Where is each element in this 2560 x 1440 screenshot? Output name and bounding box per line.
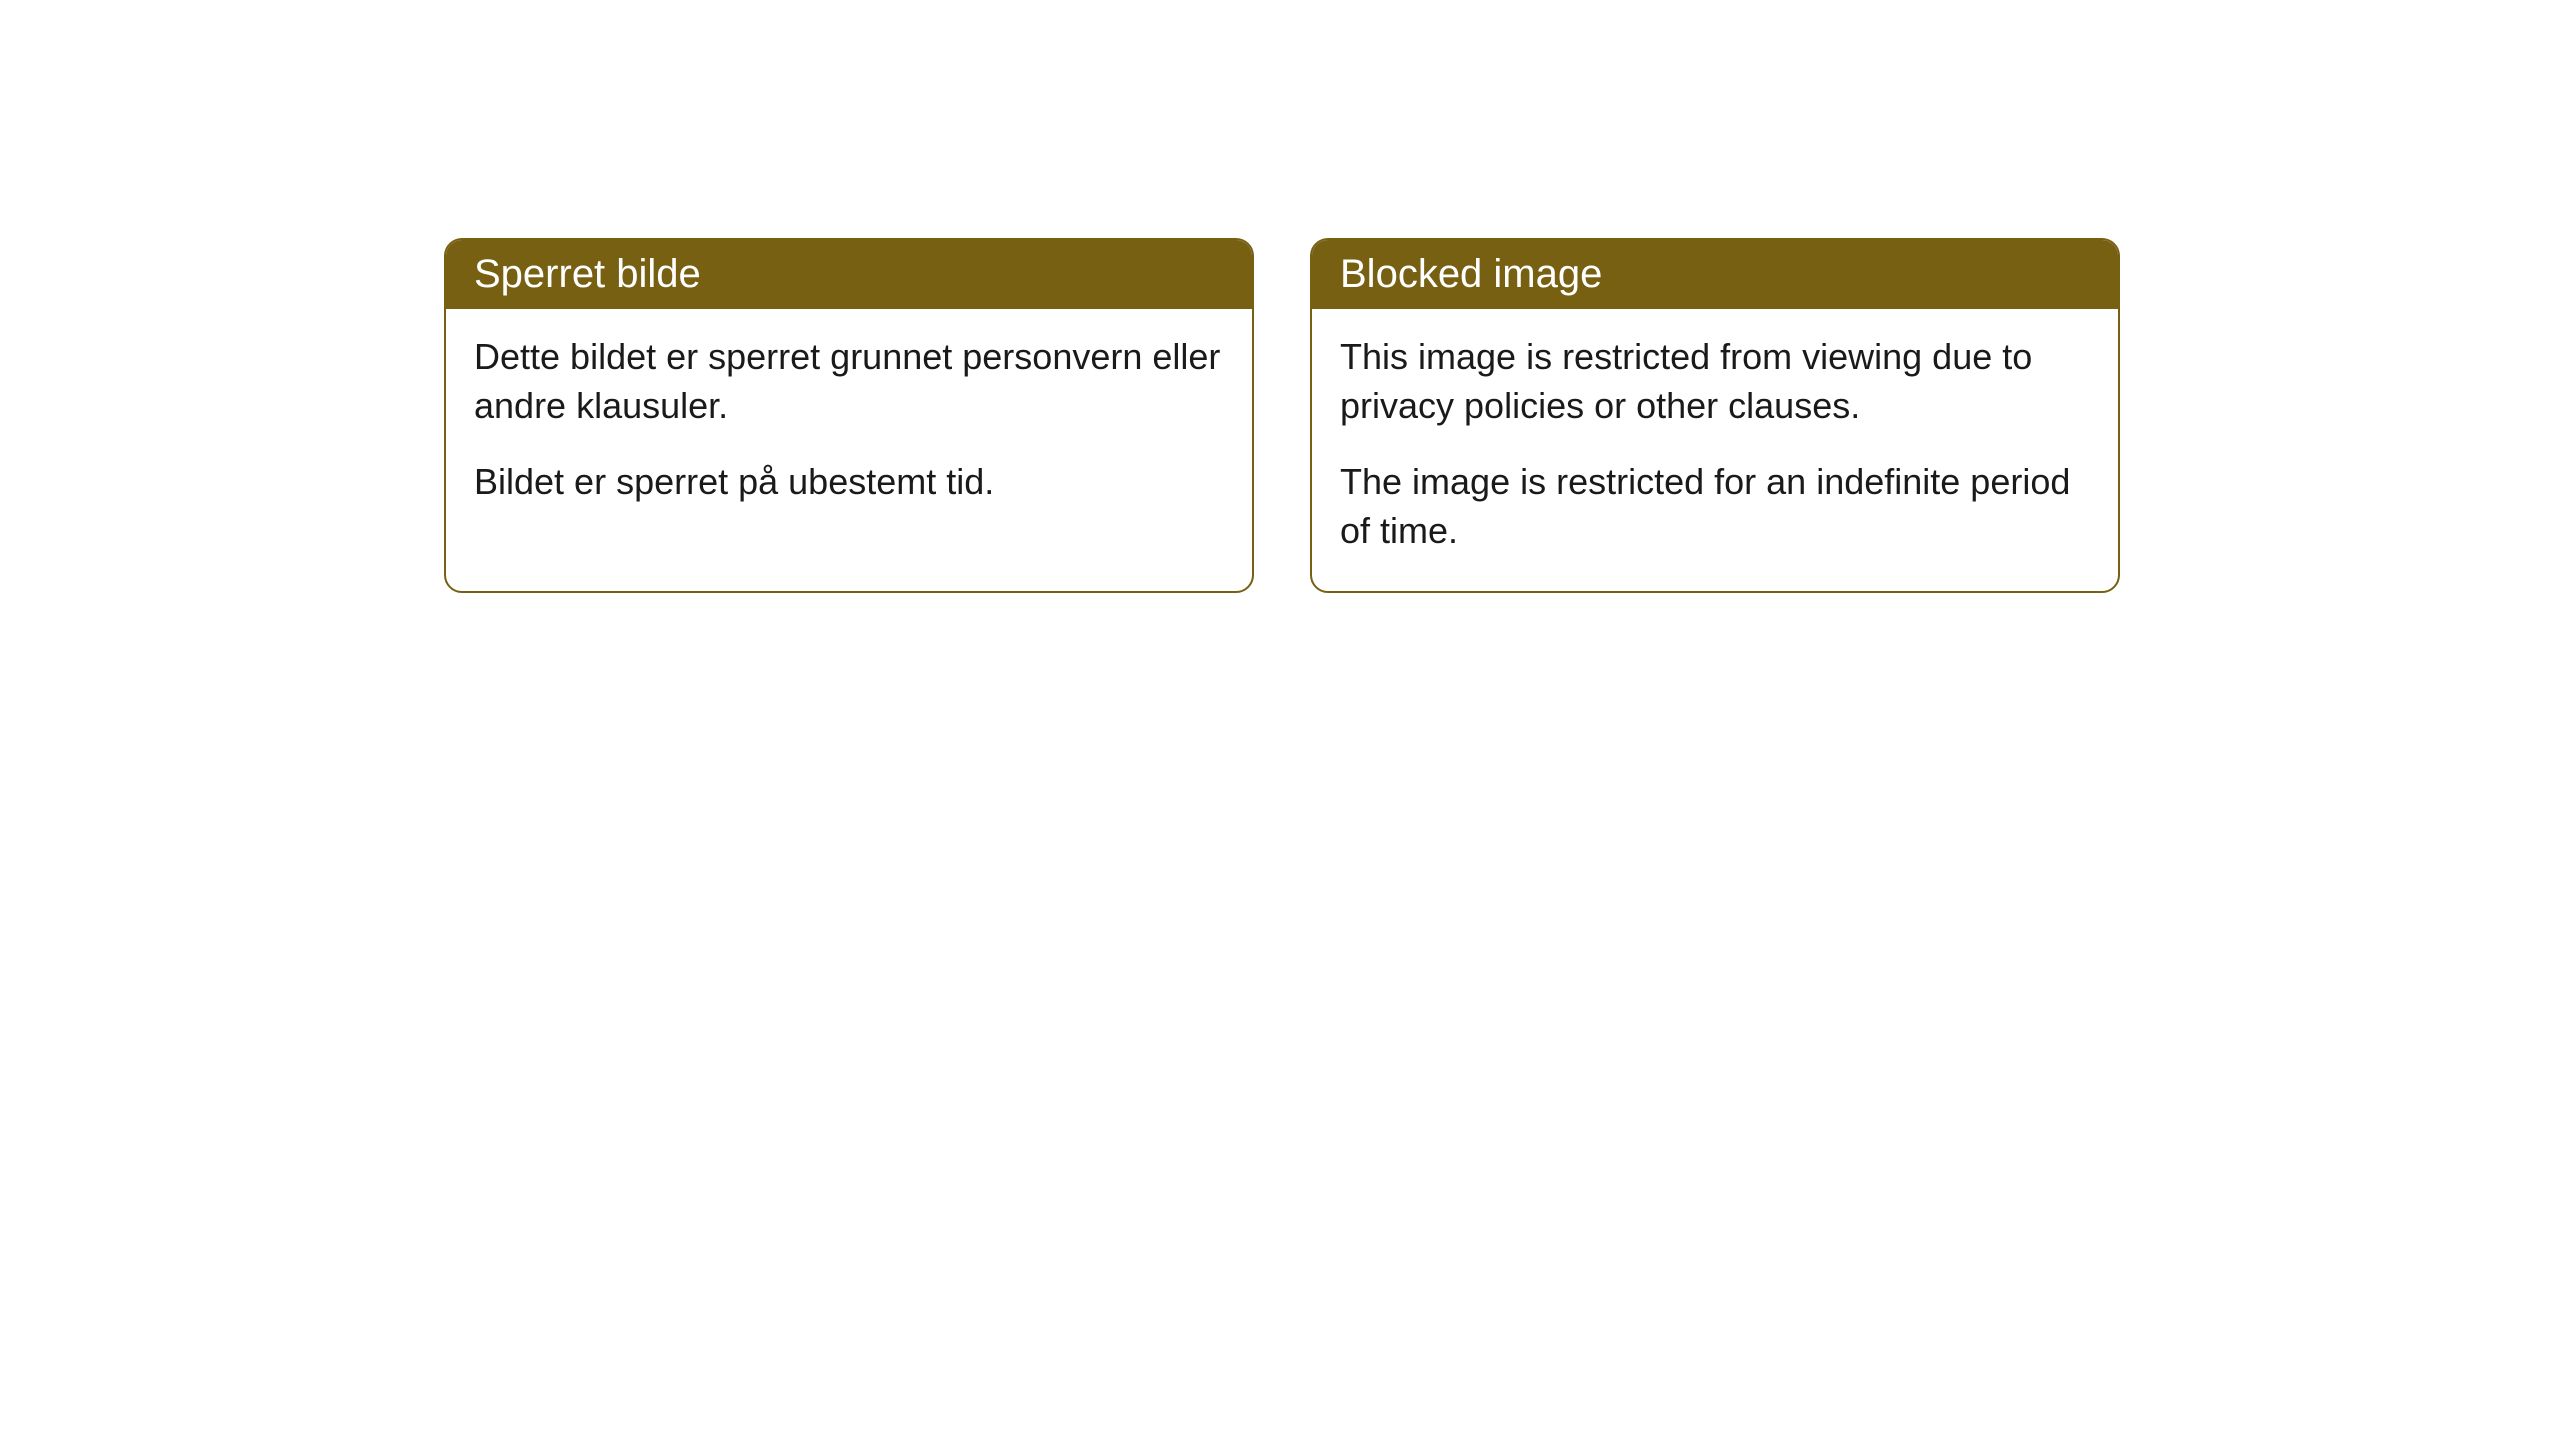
card-header-norwegian: Sperret bilde (446, 240, 1252, 309)
card-paragraph: This image is restricted from viewing du… (1340, 333, 2090, 430)
card-paragraph: The image is restricted for an indefinit… (1340, 458, 2090, 555)
blocked-image-card-norwegian: Sperret bilde Dette bildet er sperret gr… (444, 238, 1254, 593)
card-paragraph: Dette bildet er sperret grunnet personve… (474, 333, 1224, 430)
card-header-english: Blocked image (1312, 240, 2118, 309)
card-body-english: This image is restricted from viewing du… (1312, 309, 2118, 591)
card-title: Sperret bilde (474, 252, 701, 296)
cards-container: Sperret bilde Dette bildet er sperret gr… (444, 238, 2120, 593)
card-body-norwegian: Dette bildet er sperret grunnet personve… (446, 309, 1252, 543)
card-title: Blocked image (1340, 252, 1602, 296)
blocked-image-card-english: Blocked image This image is restricted f… (1310, 238, 2120, 593)
card-paragraph: Bildet er sperret på ubestemt tid. (474, 458, 1224, 507)
